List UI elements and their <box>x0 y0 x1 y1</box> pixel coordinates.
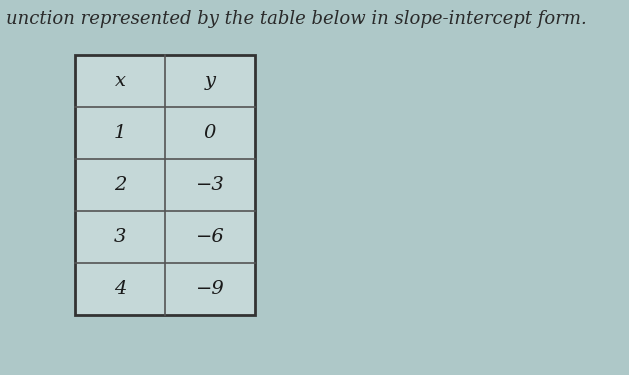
Text: 4: 4 <box>114 280 126 298</box>
Text: x: x <box>114 72 126 90</box>
Text: 0: 0 <box>204 124 216 142</box>
Text: y: y <box>204 72 216 90</box>
Text: −3: −3 <box>196 176 225 194</box>
Text: 2: 2 <box>114 176 126 194</box>
Text: −9: −9 <box>196 280 225 298</box>
Text: 1: 1 <box>114 124 126 142</box>
Text: 3: 3 <box>114 228 126 246</box>
Text: −6: −6 <box>196 228 225 246</box>
Text: unction represented by the table below in slope-intercept form.: unction represented by the table below i… <box>6 10 587 28</box>
